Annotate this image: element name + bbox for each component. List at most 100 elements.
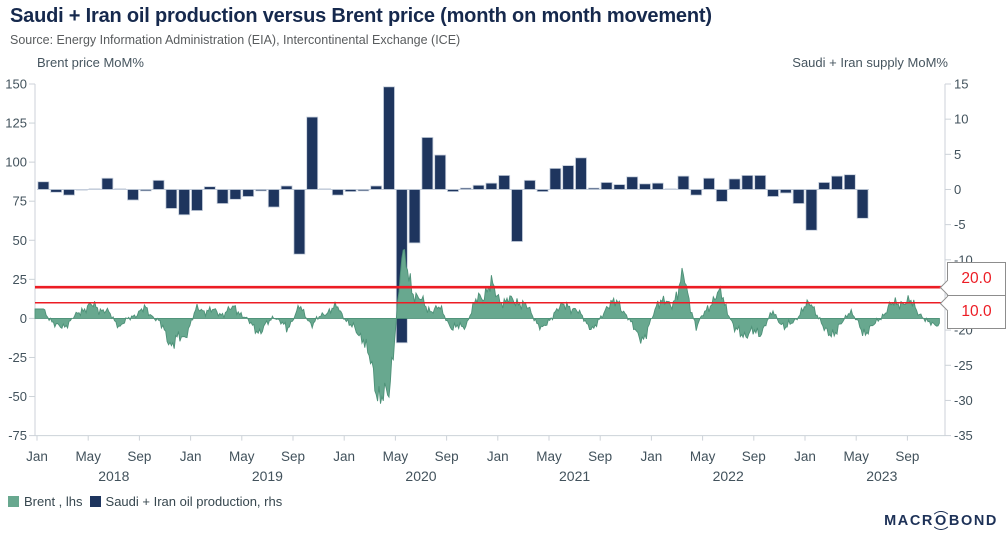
x-axis-month-label: Jan [333,449,355,464]
supply-bar [485,182,498,190]
supply-bar [728,178,741,190]
x-axis-month-label: May [75,449,101,464]
x-axis-year-label: 2022 [713,468,744,484]
supply-bar [575,157,587,190]
supply-bar [664,188,677,190]
supply-bar [651,182,664,190]
x-axis-month-label: Sep [742,449,766,464]
supply-bar [639,183,651,190]
supply-bar [626,176,639,190]
x-axis-month-label: Sep [435,449,459,464]
supply-bar [63,189,75,196]
supply-bar [114,188,127,190]
right-axis-title: Saudi + Iran supply MoM% [792,55,948,70]
supply-bar [587,187,600,190]
supply-bar [818,182,831,190]
supply-bar [779,189,792,194]
x-axis-month-label: Jan [180,449,202,464]
right-axis-tick-label: 15 [954,77,968,92]
x-axis-year-label: 2020 [405,468,436,484]
legend-item-supply: Saudi + Iran oil production, rhs [89,494,282,509]
logo-text-left: MACR [884,513,935,529]
supply-bar [101,177,114,190]
x-axis-month-label: May [229,449,255,464]
left-axis-tick-label: 25 [13,272,27,287]
x-axis-month-label: May [690,449,716,464]
supply-bar [715,189,728,202]
supply-bar [75,189,88,191]
macrobond-logo: MACROBOND [884,511,998,530]
supply-bar [677,175,690,190]
supply-bar [191,189,203,211]
supply-bar [344,189,357,192]
supply-bar [229,189,242,200]
supply-bar [690,189,703,196]
x-axis-month-label: Sep [281,449,305,464]
chart-title: Saudi + Iran oil production versus Brent… [10,5,712,27]
right-axis-tick-label: -30 [954,393,973,408]
supply-bar [306,116,319,190]
supply-bar [280,185,293,190]
supply-bar [472,184,485,190]
supply-bar [139,189,152,192]
legend-swatch-supply [89,496,101,507]
supply-bar [703,177,715,190]
supply-bar [242,189,255,197]
left-axis-tick-label: 150 [5,77,27,92]
left-axis-title: Brent price MoM% [37,55,144,70]
left-axis-tick-label: 100 [5,155,27,170]
supply-bar [152,179,165,190]
supply-bar [203,186,216,190]
supply-bar [267,189,280,208]
supply-bar [831,175,843,190]
reference-line-label-10: 10.0 [939,294,1006,329]
x-axis-year-label: 2021 [559,468,590,484]
supply-bar [498,175,511,190]
x-axis-month-label: Jan [487,449,509,464]
supply-bar [536,189,549,192]
x-axis-month-label: May [536,449,562,464]
left-axis-tick-label: 0 [20,311,27,326]
supply-bar [357,189,370,192]
supply-bar [383,86,395,190]
reference-line-value: 20.0 [961,270,992,288]
left-axis-tick-label: -50 [8,389,27,404]
supply-bar [459,187,472,190]
logo-o-ring-icon: O [931,511,951,530]
right-axis-tick-label: 10 [954,112,968,127]
supply-bar [37,181,50,190]
reference-line-value: 10.0 [961,302,992,320]
left-axis-tick-label: 125 [5,116,27,131]
supply-bar [754,175,767,190]
supply-bar [613,184,626,190]
supply-bar [421,137,434,190]
supply-bar [216,189,229,204]
supply-bar [549,167,562,190]
supply-bar [88,188,101,190]
supply-bar [767,189,779,197]
x-axis-month-label: Sep [127,449,151,464]
brent-area [34,248,940,404]
x-axis-month-label: Jan [641,449,663,464]
supply-bar [562,165,575,190]
supply-bar [255,189,267,192]
supply-bar [792,189,805,204]
supply-bar [523,179,536,190]
supply-bar [600,182,613,190]
legend: Brent , lhs Saudi + Iran oil production,… [8,494,289,509]
x-axis-month-label: May [383,449,409,464]
legend-item-brent: Brent , lhs [8,494,83,509]
legend-label-brent: Brent , lhs [24,494,83,509]
right-axis-tick-label: 5 [954,147,961,162]
supply-bar [293,189,306,255]
x-axis-month-label: Sep [588,449,612,464]
logo-text-right: BOND [948,513,998,529]
x-axis-year-label: 2023 [866,468,897,484]
x-axis-month-label: Jan [26,449,48,464]
left-axis-tick-label: -25 [8,350,27,365]
x-axis-year-label: 2018 [98,468,129,484]
legend-swatch-brent [8,496,19,507]
supply-bar [741,175,754,190]
